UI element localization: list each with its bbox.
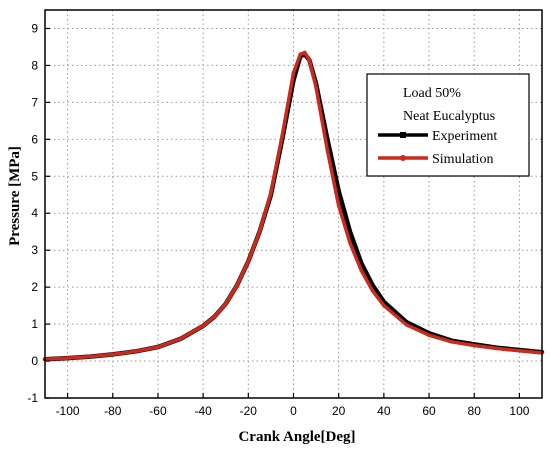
y-tick-label: 6	[31, 132, 38, 146]
data-point-simulation	[133, 349, 138, 354]
x-tick-label: 40	[377, 404, 391, 418]
x-tick-label: 100	[509, 404, 529, 418]
data-point-simulation	[280, 133, 285, 138]
y-tick-label: 5	[31, 169, 38, 183]
y-tick-label: 9	[31, 21, 38, 35]
legend-label-simulation: Simulation	[432, 152, 493, 167]
y-tick-label: 0	[31, 354, 38, 368]
data-point-simulation	[212, 314, 217, 319]
data-point-simulation	[111, 352, 115, 357]
data-point-simulation	[325, 148, 330, 153]
legend-marker-simulation	[400, 155, 406, 161]
y-tick-label: 2	[31, 280, 38, 294]
x-tick-label: -40	[194, 404, 212, 418]
data-point-simulation	[291, 71, 296, 75]
legend-label-experiment: Experiment	[432, 129, 497, 144]
y-tick-label: 1	[31, 317, 38, 331]
y-tick-label: -1	[27, 391, 38, 405]
x-tick-label: -60	[149, 404, 167, 418]
data-point-simulation	[269, 191, 273, 195]
data-point-simulation	[303, 50, 307, 55]
data-point-simulation	[307, 58, 312, 62]
data-point-simulation	[348, 241, 352, 245]
y-axis-title: Pressure [MPa]	[7, 146, 23, 246]
x-axis-title: Crank Angle[Deg]	[238, 429, 355, 445]
series-layer	[42, 50, 545, 362]
data-point-simulation	[370, 289, 375, 293]
data-point-simulation	[336, 204, 341, 208]
x-tick-label: 80	[468, 404, 482, 418]
x-tick-label: 0	[290, 404, 297, 418]
legend-title-line-2: Neat Eucalyptus	[403, 109, 495, 124]
x-tick-label: -20	[240, 404, 258, 418]
y-tick-label: 3	[31, 243, 38, 257]
data-point-simulation	[314, 85, 318, 90]
data-point-experiment	[348, 229, 352, 234]
ticks: -100 -80 -60 -40 -20 0 20 40 60 80 100 -1 0 1 2 3 4 5 6 7 8 9	[27, 21, 529, 418]
y-tick-label: 7	[31, 95, 38, 109]
legend-title-line-1: Load 50%	[403, 86, 461, 101]
x-tick-label: -100	[56, 404, 80, 418]
y-tick-label: 4	[31, 206, 38, 220]
data-point-simulation	[178, 337, 183, 341]
x-tick-label: 60	[422, 404, 436, 418]
data-point-simulation	[495, 346, 499, 351]
y-tick-label: 8	[31, 58, 38, 72]
x-tick-label: -80	[104, 404, 122, 418]
data-point-simulation	[359, 268, 364, 273]
data-point-experiment	[336, 189, 341, 193]
data-point-simulation	[382, 303, 386, 308]
data-point-simulation	[517, 348, 522, 353]
data-point-simulation	[246, 259, 251, 264]
data-point-simulation	[88, 354, 92, 359]
legend-marker-experiment	[400, 132, 406, 138]
data-point-simulation	[404, 323, 409, 327]
data-point-simulation	[257, 229, 262, 234]
x-tick-label: 20	[332, 404, 346, 418]
legend: Load 50% Neat Eucalyptus Experiment Simu…	[366, 73, 530, 177]
data-point-simulation	[427, 333, 431, 338]
data-point-simulation	[65, 356, 70, 360]
data-point-simulation	[201, 324, 205, 328]
data-point-simulation	[298, 52, 303, 57]
data-point-simulation	[156, 345, 160, 349]
data-point-simulation	[223, 302, 228, 306]
data-point-simulation	[235, 283, 239, 288]
data-point-simulation	[472, 343, 477, 348]
data-point-simulation	[449, 340, 454, 344]
